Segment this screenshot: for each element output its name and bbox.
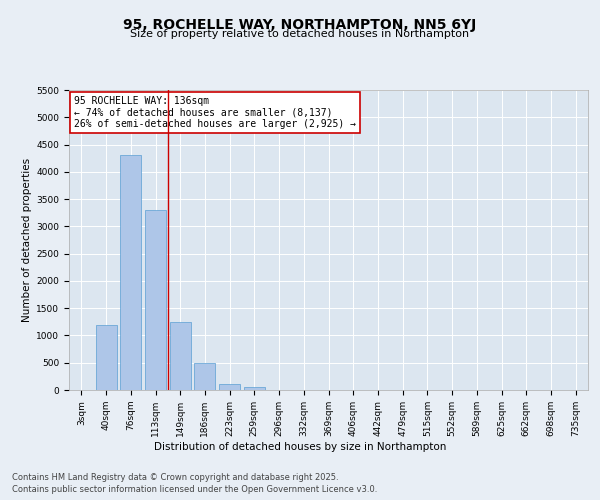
Text: 95 ROCHELLE WAY: 136sqm
← 74% of detached houses are smaller (8,137)
26% of semi: 95 ROCHELLE WAY: 136sqm ← 74% of detache… bbox=[74, 96, 356, 129]
Bar bbox=[145, 210, 166, 390]
Bar bbox=[219, 384, 240, 390]
Bar bbox=[194, 362, 215, 390]
Bar bbox=[95, 324, 116, 390]
Text: Contains public sector information licensed under the Open Government Licence v3: Contains public sector information licen… bbox=[12, 485, 377, 494]
Text: Size of property relative to detached houses in Northampton: Size of property relative to detached ho… bbox=[130, 29, 470, 39]
Bar bbox=[170, 322, 191, 390]
Text: Contains HM Land Registry data © Crown copyright and database right 2025.: Contains HM Land Registry data © Crown c… bbox=[12, 472, 338, 482]
Bar bbox=[120, 156, 141, 390]
Text: 95, ROCHELLE WAY, NORTHAMPTON, NN5 6YJ: 95, ROCHELLE WAY, NORTHAMPTON, NN5 6YJ bbox=[124, 18, 476, 32]
Text: Distribution of detached houses by size in Northampton: Distribution of detached houses by size … bbox=[154, 442, 446, 452]
Y-axis label: Number of detached properties: Number of detached properties bbox=[22, 158, 32, 322]
Bar bbox=[244, 388, 265, 390]
